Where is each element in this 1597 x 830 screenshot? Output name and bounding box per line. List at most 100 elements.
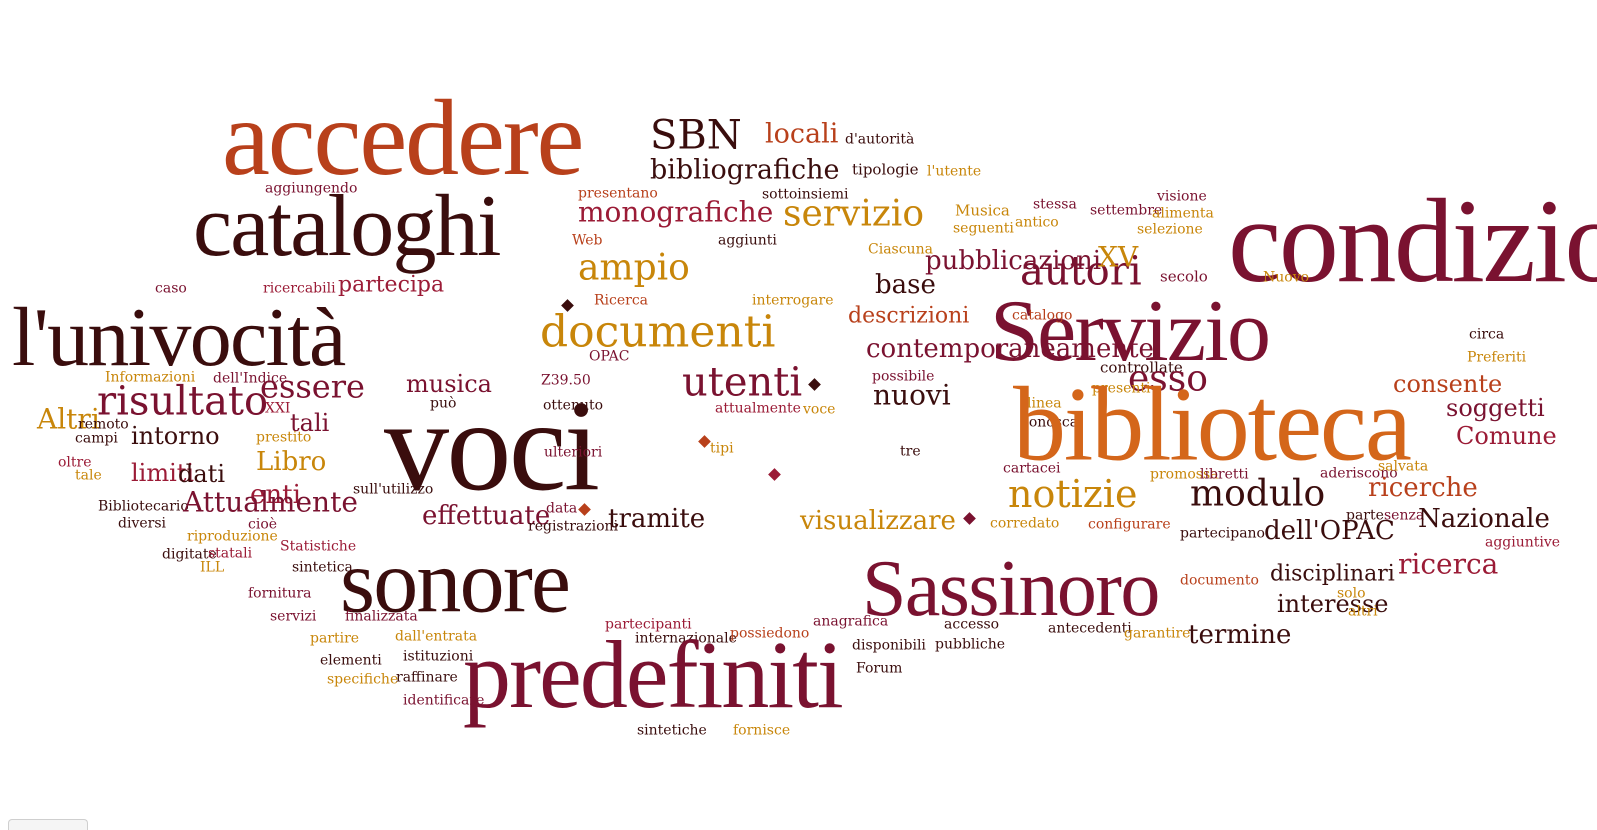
word-pubbliche: pubbliche [935, 636, 1005, 653]
word-ciascuna: Ciascuna [868, 241, 933, 258]
word-descrizioni: descrizioni [848, 303, 970, 329]
word-utenti: utenti [682, 359, 803, 406]
word-nuovi: nuovi [873, 378, 951, 412]
word-controllate: controllate [1100, 358, 1183, 377]
word-dall-entrata: dall'entrata [395, 628, 478, 645]
word-riproduzione: riproduzione [187, 528, 278, 545]
word-promossa: promossa [1150, 466, 1219, 483]
word-voce: voce [803, 401, 836, 418]
word-accedere: accedere [222, 78, 584, 198]
word-statali: statali [208, 545, 253, 562]
word-pubblicazioni: pubblicazioni [925, 246, 1102, 277]
word-locali: locali [765, 118, 839, 150]
word-altri: altri [1348, 603, 1378, 620]
word-modulo: modulo [1190, 473, 1326, 515]
word-ottenuto: ottenuto [543, 397, 604, 414]
word-forum: Forum [856, 660, 903, 677]
word-preferiti: Preferiti [1467, 349, 1527, 366]
word-selezione: selezione [1137, 221, 1203, 238]
word-configurare: configurare [1088, 516, 1171, 533]
word-intorno: intorno [131, 421, 220, 450]
word-antico: antico [1015, 214, 1059, 231]
separator-diamond-icon [963, 512, 976, 525]
word-l-univocita: l'univocità [12, 291, 346, 385]
word-attualmente: Attualmente [183, 485, 358, 519]
word-tramite: tramite [608, 504, 706, 535]
word-bibliotecario: Bibliotecario [98, 498, 189, 515]
word-puo: può [430, 395, 457, 412]
word-disciplinari: disciplinari [1270, 561, 1395, 587]
word-xxi: XXI [265, 400, 291, 417]
word-statistiche: Statistiche [280, 538, 357, 555]
word-tre: tre [900, 443, 921, 460]
word-tipi: tipi [710, 440, 734, 457]
word-autori: autori [1020, 248, 1142, 295]
separator-diamond-icon [768, 468, 781, 481]
separator-diamond-icon [698, 435, 711, 448]
word-libretti: libretti [1200, 466, 1249, 483]
word-documento: documento [1180, 572, 1259, 589]
word-secolo: secolo [1160, 267, 1208, 286]
word-aggiuntive: aggiuntive [1485, 534, 1561, 551]
word-ampio: ampio [578, 247, 690, 289]
word-settembre: settembre [1090, 202, 1163, 219]
word-ricerca: Ricerca [594, 292, 649, 309]
word-cataloghi: cataloghi [193, 178, 501, 276]
word-fornisce: fornisce [733, 722, 791, 739]
word-fornitura: fornitura [248, 585, 312, 602]
word-web: Web [572, 232, 603, 249]
word-base: base [875, 270, 936, 301]
word-aggiunti: aggiunti [718, 232, 777, 249]
word-prestito: prestito [256, 429, 312, 446]
word-termine: termine [1188, 620, 1292, 651]
word-soggetti: soggetti [1446, 393, 1545, 422]
word-condizione: condizione [1228, 173, 1597, 307]
word-musica: Musica [955, 201, 1010, 220]
word-bibliografiche: bibliografiche [650, 154, 840, 186]
word-contemporaneamente: contemporaneamente [866, 334, 1154, 365]
word-linea: linea [1027, 395, 1062, 412]
word-tali: tali [290, 408, 330, 437]
word-tipologie: tipologie [852, 160, 919, 179]
word-conosca: conosca [1021, 414, 1079, 431]
word-d-autorita: d'autorità [845, 131, 915, 148]
word-libro: Libro [256, 447, 327, 478]
word-accesso: accesso [944, 616, 1000, 633]
word-circa: circa [1469, 326, 1505, 343]
word-presenti: presenti [1092, 380, 1151, 397]
word-salvata: salvata [1378, 458, 1429, 475]
word-specifiche: specifiche [327, 671, 399, 688]
word-effettuate: effettuate [422, 501, 551, 532]
word-oltre: oltre [58, 454, 92, 471]
word-ill: ILL [200, 559, 225, 576]
word-sottoinsiemi: sottoinsiemi [762, 186, 849, 203]
word-l-utente: l'utente [927, 163, 982, 180]
word-sassinoro: Sassinoro [862, 545, 1160, 634]
word-elementi: elementi [320, 652, 382, 669]
word-stessa: stessa [1033, 196, 1077, 213]
corner-tab [8, 819, 88, 830]
word-servizio: Servizio [990, 283, 1271, 381]
word-diversi: diversi [118, 515, 166, 532]
word-antecedenti: antecedenti [1048, 620, 1132, 637]
word-comune: Comune [1456, 421, 1557, 450]
word-visualizzare: visualizzare [800, 506, 956, 537]
word-remoto: remoto [78, 416, 129, 433]
word-alimenta: alimenta [1152, 205, 1214, 222]
word-partecipanti: partecipanti [605, 616, 692, 633]
word-visione: visione [1157, 188, 1207, 205]
word-senza: senza [1384, 507, 1425, 524]
word-internazionale: internazionale [635, 630, 737, 647]
word-corredato: corredato [990, 515, 1060, 532]
word-partecipa: partecipa [338, 272, 445, 298]
word-servizio: servizio [783, 193, 924, 235]
word-data: data [546, 500, 578, 517]
word-risultato: risultato [97, 378, 269, 425]
word-disponibili: disponibili [852, 637, 926, 654]
word-limiti: limiti [131, 458, 195, 487]
word-tale: tale [75, 467, 102, 484]
word-seguenti: seguenti [953, 220, 1014, 237]
word-interesse: interesse [1277, 589, 1389, 618]
word-dati: dati [178, 459, 225, 488]
word-sbn: SBN [650, 112, 742, 159]
